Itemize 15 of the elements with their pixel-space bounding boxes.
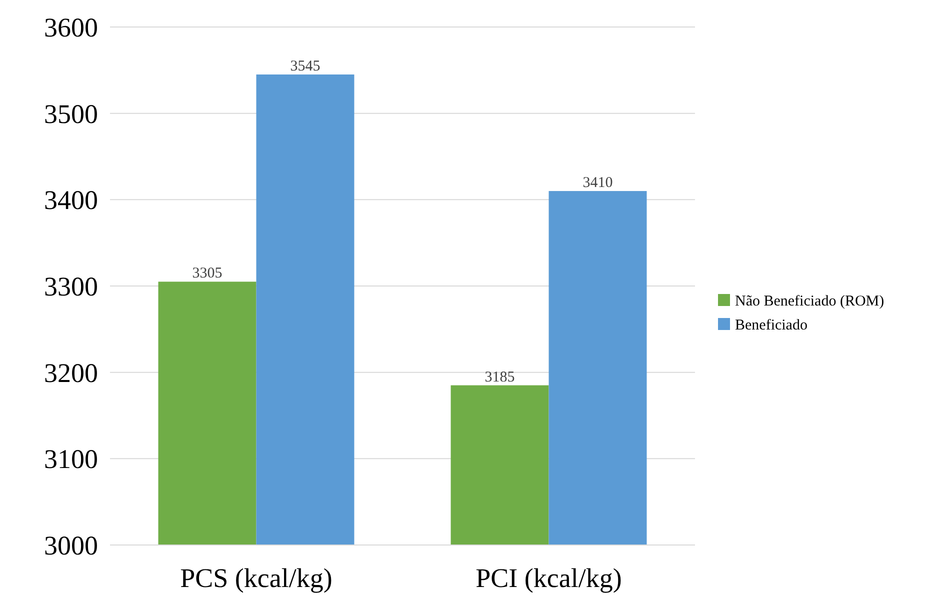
data-label: 3545 <box>290 58 320 74</box>
data-label: 3305 <box>192 266 222 282</box>
y-tick-label: 3600 <box>44 12 98 42</box>
y-tick-label: 3500 <box>44 98 98 129</box>
y-tick-label: 3300 <box>44 271 98 302</box>
x-tick-label: PCI (kcal/kg) <box>476 563 622 593</box>
y-tick-label: 3100 <box>44 444 98 474</box>
legend-label: Não Beneficiado (ROM) <box>735 293 884 310</box>
data-label: 3410 <box>582 175 613 192</box>
y-tick-label: 3000 <box>44 530 98 560</box>
y-tick-label: 3200 <box>44 358 98 388</box>
data-label: 3185 <box>484 369 515 386</box>
y-tick-label: 3400 <box>44 185 98 216</box>
legend-label: Beneficiado <box>735 317 808 334</box>
x-tick-label: PCS (kcal/kg) <box>180 563 332 593</box>
